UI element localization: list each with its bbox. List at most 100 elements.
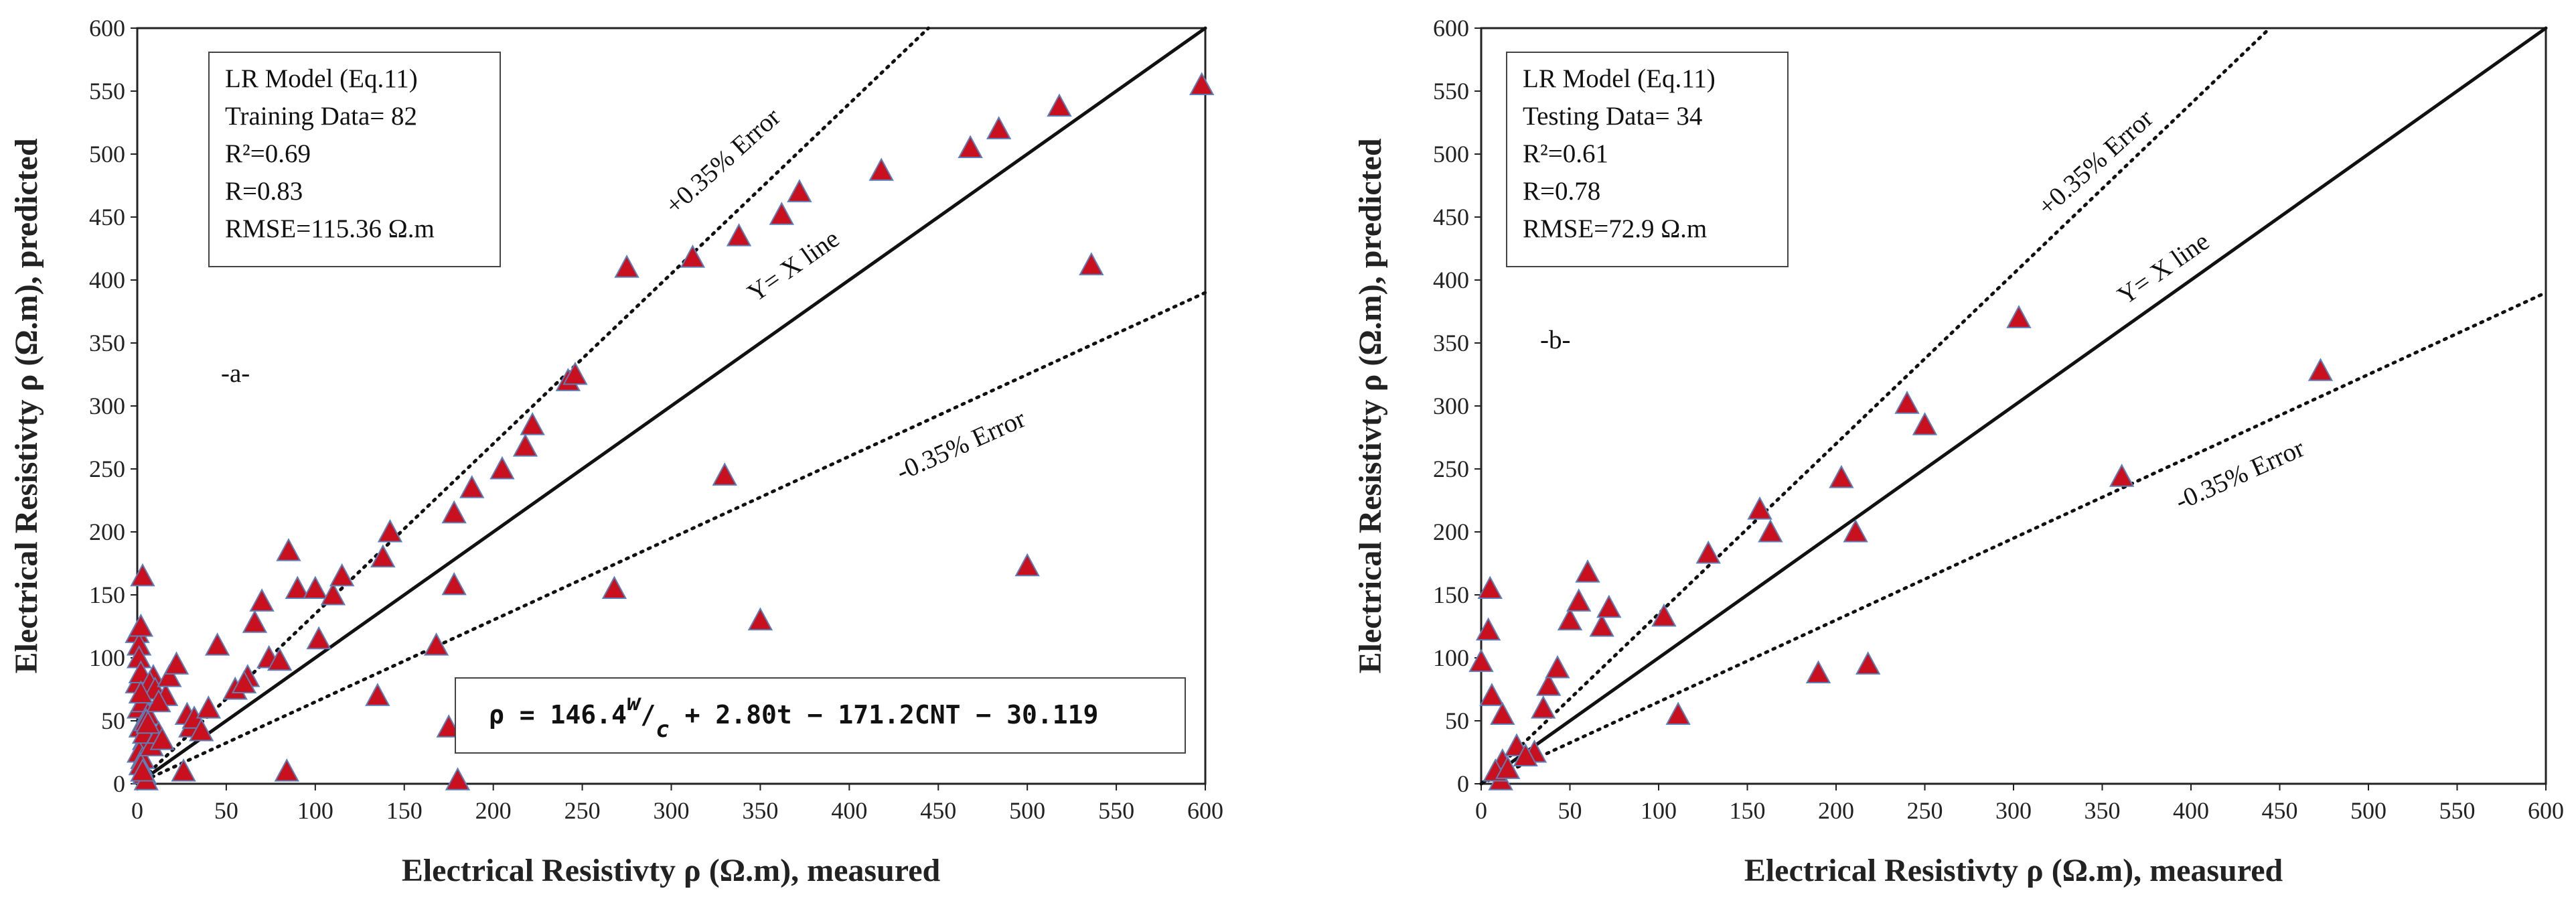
data-point xyxy=(329,563,355,587)
x-tick-label: 150 xyxy=(386,797,423,824)
legend-line-3: R²=0.69 xyxy=(225,139,311,168)
upper-error-line xyxy=(135,26,930,786)
lower-error-label: -0.35% Error xyxy=(2171,433,2308,516)
y-tick-label: 400 xyxy=(89,267,125,293)
data-point xyxy=(249,588,275,612)
x-tick-label: 400 xyxy=(831,797,867,824)
data-point xyxy=(1014,553,1040,577)
data-point xyxy=(769,202,794,225)
data-point xyxy=(1596,594,1622,618)
data-point xyxy=(512,433,538,457)
data-point xyxy=(1189,72,1215,96)
data-point xyxy=(1758,518,1783,543)
data-point xyxy=(128,613,153,637)
data-point xyxy=(1531,695,1556,719)
data-point xyxy=(726,223,752,247)
data-point xyxy=(303,575,328,600)
x-tick-label: 400 xyxy=(2173,797,2209,824)
data-point xyxy=(747,607,773,631)
data-point xyxy=(1477,575,1503,600)
equation-box: ρ = 146.4w/c + 2.80t − 171.2CNT − 30.119 xyxy=(455,677,1186,754)
data-point xyxy=(1843,518,1868,543)
y-tick-label: 350 xyxy=(89,330,125,356)
data-point xyxy=(436,714,461,738)
legend-line-2: Training Data= 82 xyxy=(225,102,417,131)
data-point xyxy=(231,670,257,694)
data-point xyxy=(1695,540,1721,564)
data-point xyxy=(320,581,346,606)
data-point xyxy=(1651,603,1677,627)
y-tick-label: 200 xyxy=(1433,518,1469,545)
chart-a: 0 50 100 150 200 250 300 350 400 450 500 550 600 0 50… xyxy=(9,15,1223,888)
x-tick-label: 200 xyxy=(1818,797,1854,824)
panel-label: -b- xyxy=(1540,326,1570,354)
y-tick-label: 400 xyxy=(1433,267,1469,293)
data-point xyxy=(1079,252,1104,275)
data-point xyxy=(1468,648,1494,673)
x-tick-label: 500 xyxy=(1009,797,1045,824)
x-tick-label: 600 xyxy=(2528,797,2564,824)
lower-error-line xyxy=(1479,291,2548,786)
y-tick-label: 250 xyxy=(1433,456,1469,482)
data-point xyxy=(274,758,299,782)
y-tick-label: 500 xyxy=(1433,141,1469,167)
legend-line-2: Testing Data= 34 xyxy=(1523,102,1702,131)
data-point xyxy=(1490,701,1515,725)
data-markers xyxy=(125,72,1215,790)
legend-box: LR Model (Eq.11) Testing Data= 34 R²=0.6… xyxy=(1506,52,1789,267)
identity-line xyxy=(135,26,1207,786)
data-point xyxy=(128,680,153,704)
x-tick-label: 450 xyxy=(2262,797,2298,824)
x-tick-label: 0 xyxy=(1475,797,1487,824)
x-tick-label: 550 xyxy=(2439,797,2476,824)
x-axis-title: Electrical Resistivty ρ (Ω.m), measured xyxy=(1744,853,2283,888)
data-point xyxy=(204,632,230,656)
x-tick-label: 200 xyxy=(475,797,512,824)
y-tick-label: 500 xyxy=(89,141,125,167)
data-point xyxy=(1589,613,1614,637)
reference-lines xyxy=(1479,26,2548,786)
data-point xyxy=(868,157,894,181)
data-point xyxy=(163,651,190,675)
x-axis-ticks: 0 50 100 150 200 250 300 350 400 450 500 550 600 xyxy=(131,784,1223,824)
data-point xyxy=(441,571,467,596)
y-tick-label: 0 xyxy=(1457,770,1469,797)
y-tick-label: 300 xyxy=(1433,393,1469,419)
data-point xyxy=(1829,465,1854,488)
data-point xyxy=(2307,358,2334,381)
legend-line-3: R²=0.61 xyxy=(1523,139,1608,168)
y-tick-label: 50 xyxy=(101,707,125,734)
data-point xyxy=(1536,673,1562,696)
data-point xyxy=(365,683,390,706)
data-point xyxy=(1855,651,1881,675)
data-point xyxy=(1894,391,1920,414)
data-point xyxy=(242,610,268,633)
data-point xyxy=(712,462,737,486)
data-point xyxy=(1479,683,1505,706)
y-tick-label: 550 xyxy=(1433,78,1469,105)
data-point xyxy=(1475,617,1501,641)
data-point xyxy=(1557,607,1583,631)
y-tick-label: 100 xyxy=(89,644,125,671)
data-point xyxy=(562,361,588,385)
x-tick-label: 550 xyxy=(1098,797,1134,824)
x-tick-label: 600 xyxy=(1187,797,1223,824)
y-tick-label: 150 xyxy=(89,581,125,608)
legend-box: LR Model (Eq.11) Training Data= 82 R²=0.… xyxy=(208,52,501,267)
data-point xyxy=(1545,654,1570,679)
data-point xyxy=(614,255,639,278)
data-point xyxy=(130,758,155,782)
data-point xyxy=(2109,464,2135,487)
y-axis-title: Electrical Resistivty ρ (Ω.m), predicted xyxy=(9,138,44,673)
panel-label: -a- xyxy=(221,359,250,388)
lower-error-label: -0.35% Error xyxy=(892,404,1029,486)
y-tick-label: 450 xyxy=(89,204,125,230)
data-point xyxy=(1495,756,1521,779)
lower-error-line xyxy=(135,291,1207,786)
data-point xyxy=(2006,305,2032,328)
upper-error-label: +0.35% Error xyxy=(660,102,785,220)
data-point xyxy=(267,647,293,671)
y-tick-label: 250 xyxy=(89,456,125,482)
data-point xyxy=(1912,412,1938,435)
